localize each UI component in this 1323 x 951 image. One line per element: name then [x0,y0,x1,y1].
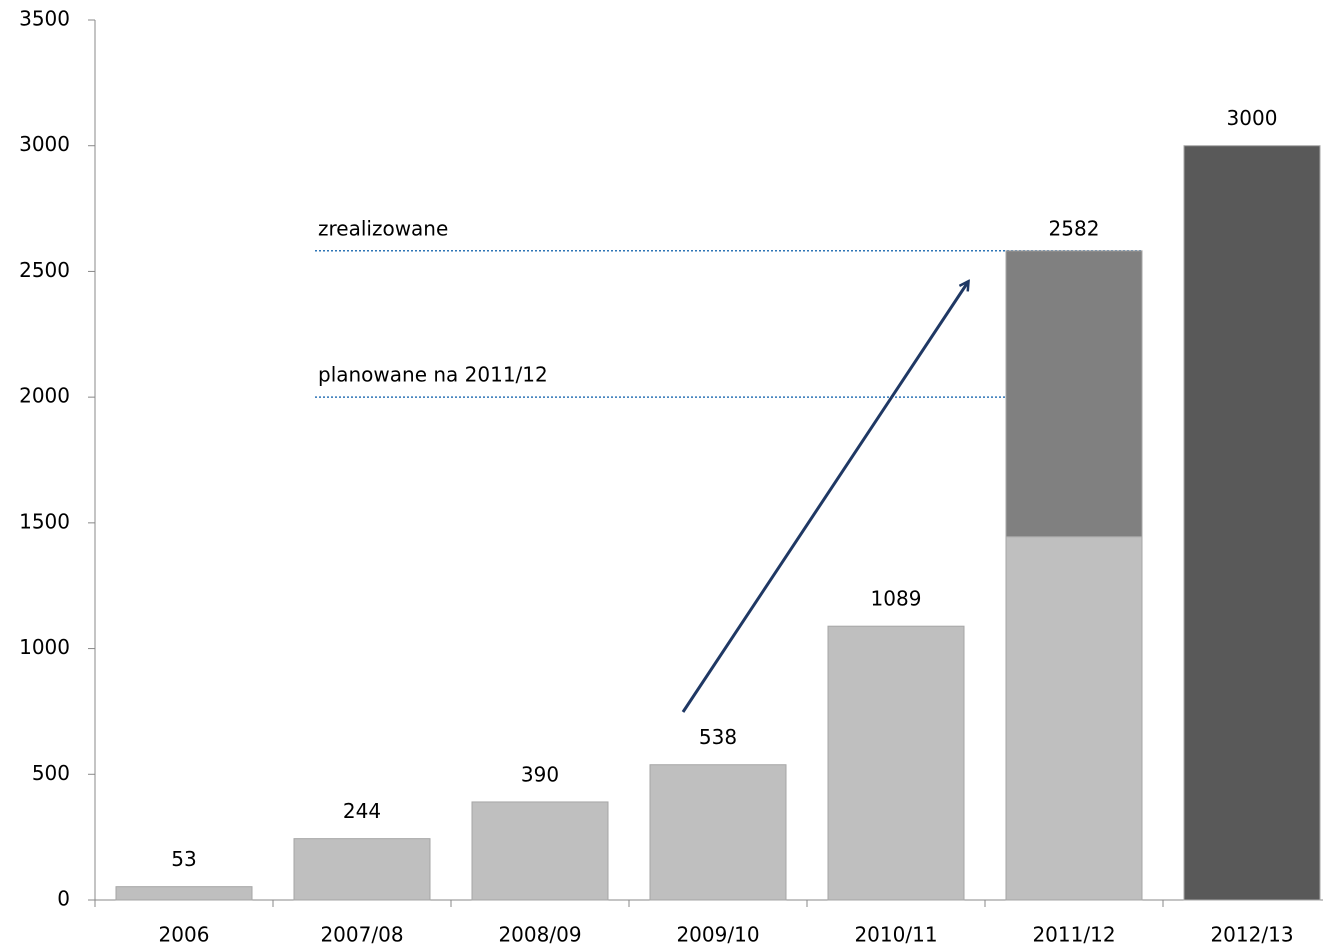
bar [1183,145,1321,901]
bar [471,801,609,901]
y-tick-label: 500 [32,761,70,785]
data-label: 538 [699,725,737,749]
data-label: 1089 [871,587,922,611]
x-tick-label: 2010/11 [854,923,937,947]
y-tick-label: 1000 [19,635,70,659]
y-tick-label: 2500 [19,258,70,282]
data-label: 390 [521,762,559,786]
bar [293,838,431,901]
bar [827,625,965,901]
y-tick-label: 0 [57,887,70,911]
x-tick-label: 2007/08 [320,923,403,947]
data-label: 3000 [1227,106,1278,130]
y-tick-label: 2000 [19,384,70,408]
x-tick-label: 2011/12 [1032,923,1115,947]
reference-label: planowane na 2011/12 [318,363,548,387]
bar [649,764,787,901]
trend-arrow [681,282,968,713]
x-tick-label: 2008/09 [498,923,581,947]
data-label: 53 [171,847,196,871]
bar [1005,536,1143,901]
reference-value: 2582 [1049,216,1100,240]
x-tick-label: 2012/13 [1210,923,1293,947]
bar [1005,250,1143,538]
data-label: 244 [343,799,381,823]
x-tick-label: 2009/10 [676,923,759,947]
x-tick-label: 2006 [159,923,210,947]
reference-label: zrealizowane [318,216,448,240]
bar [115,886,253,901]
y-tick-label: 3000 [19,132,70,156]
y-tick-label: 3500 [19,7,70,31]
y-tick-label: 1500 [19,509,70,533]
